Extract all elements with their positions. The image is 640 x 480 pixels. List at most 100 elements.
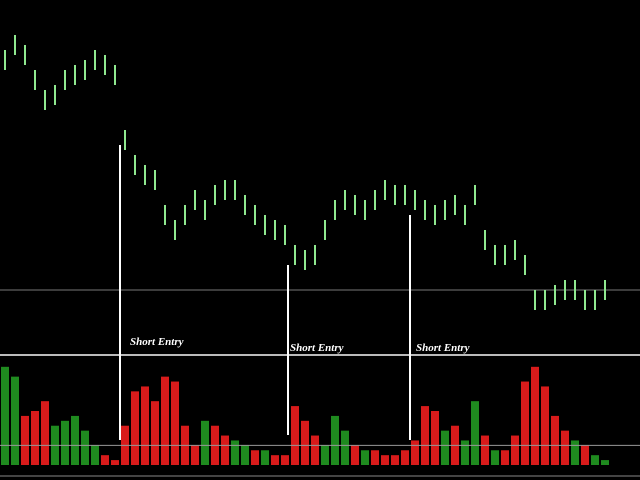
- price-bar: [4, 50, 6, 70]
- price-bar: [154, 170, 156, 190]
- price-bar: [524, 255, 526, 275]
- price-bar: [64, 70, 66, 90]
- histogram-bar: [191, 445, 199, 465]
- price-bar: [184, 205, 186, 225]
- histogram-bar: [311, 435, 319, 465]
- histogram-bar: [61, 420, 69, 465]
- histogram-bar: [281, 455, 289, 465]
- histogram-bar: [331, 415, 339, 465]
- price-bar: [414, 190, 416, 210]
- histogram-bar: [391, 455, 399, 465]
- histogram-bar: [1, 366, 9, 465]
- histogram-bar: [341, 430, 349, 465]
- price-bar: [244, 195, 246, 215]
- price-bar: [394, 185, 396, 205]
- price-bar: [74, 65, 76, 85]
- price-bar: [144, 165, 146, 185]
- price-bar: [104, 55, 106, 75]
- histogram-bar: [411, 440, 419, 465]
- price-bar: [254, 205, 256, 225]
- price-bar: [224, 180, 226, 200]
- histogram-bar: [521, 381, 529, 465]
- price-bar: [444, 200, 446, 220]
- histogram-bar: [131, 391, 139, 465]
- histogram-bar: [161, 376, 169, 465]
- marks: [0, 35, 640, 465]
- histogram-bar: [421, 406, 429, 465]
- histogram-bar: [291, 406, 299, 465]
- histogram-bar: [491, 450, 499, 465]
- annotation: Short Entry: [416, 342, 470, 354]
- histogram-bar: [371, 450, 379, 465]
- price-bar: [214, 185, 216, 205]
- price-bar: [274, 220, 276, 240]
- histogram-bar: [361, 450, 369, 465]
- histogram-bar: [221, 435, 229, 465]
- histogram-bar: [91, 445, 99, 465]
- histogram-bar: [261, 450, 269, 465]
- histogram-bar: [231, 440, 239, 465]
- price-bar: [594, 290, 596, 310]
- price-bar: [554, 285, 556, 305]
- price-bar: [494, 245, 496, 265]
- histogram-bar: [471, 401, 479, 465]
- price-bar: [574, 280, 576, 300]
- histogram-bar: [401, 450, 409, 465]
- histogram-bar: [591, 455, 599, 465]
- price-bar: [544, 290, 546, 310]
- price-bar: [84, 60, 86, 80]
- price-bar: [44, 90, 46, 110]
- histogram-bar: [81, 430, 89, 465]
- histogram-bar: [381, 455, 389, 465]
- histogram-bar: [531, 366, 539, 465]
- histogram-bar: [571, 440, 579, 465]
- price-bar: [124, 130, 126, 150]
- histogram-bar: [31, 411, 39, 465]
- histogram-bar: [501, 450, 509, 465]
- histogram-bar: [511, 435, 519, 465]
- histogram-bar: [251, 450, 259, 465]
- histogram-bar: [201, 420, 209, 465]
- price-bar: [314, 245, 316, 265]
- histogram-bar: [551, 415, 559, 465]
- price-bar: [374, 190, 376, 210]
- price-bar: [174, 220, 176, 240]
- price-bar: [514, 240, 516, 260]
- histogram-bar: [41, 401, 49, 465]
- price-bar: [234, 180, 236, 200]
- price-bar: [54, 85, 56, 105]
- price-bar: [564, 280, 566, 300]
- price-bar: [484, 230, 486, 250]
- histogram-bar: [561, 430, 569, 465]
- price-bar: [454, 195, 456, 215]
- price-bar: [204, 200, 206, 220]
- price-bar: [164, 205, 166, 225]
- price-bar: [364, 200, 366, 220]
- price-bar: [194, 190, 196, 210]
- price-bar: [354, 195, 356, 215]
- histogram-bar: [441, 430, 449, 465]
- histogram-bar: [101, 455, 109, 465]
- price-bar: [134, 155, 136, 175]
- histogram-bar: [581, 445, 589, 465]
- price-bar: [264, 215, 266, 235]
- histogram-bar: [141, 386, 149, 465]
- price-bar: [94, 50, 96, 70]
- histogram-bar: [111, 460, 119, 465]
- histogram-bar: [431, 411, 439, 465]
- histogram-bar: [461, 440, 469, 465]
- price-bar: [604, 280, 606, 300]
- price-bar: [304, 250, 306, 270]
- histogram-bar: [241, 445, 249, 465]
- histogram-bar: [301, 420, 309, 465]
- price-bar: [474, 185, 476, 205]
- price-bar: [404, 185, 406, 205]
- histogram-bar: [351, 445, 359, 465]
- histogram-bar: [21, 415, 29, 465]
- price-bar: [504, 245, 506, 265]
- price-bar: [584, 290, 586, 310]
- price-bar: [24, 45, 26, 65]
- histogram-bar: [71, 415, 79, 465]
- histogram-bar: [171, 381, 179, 465]
